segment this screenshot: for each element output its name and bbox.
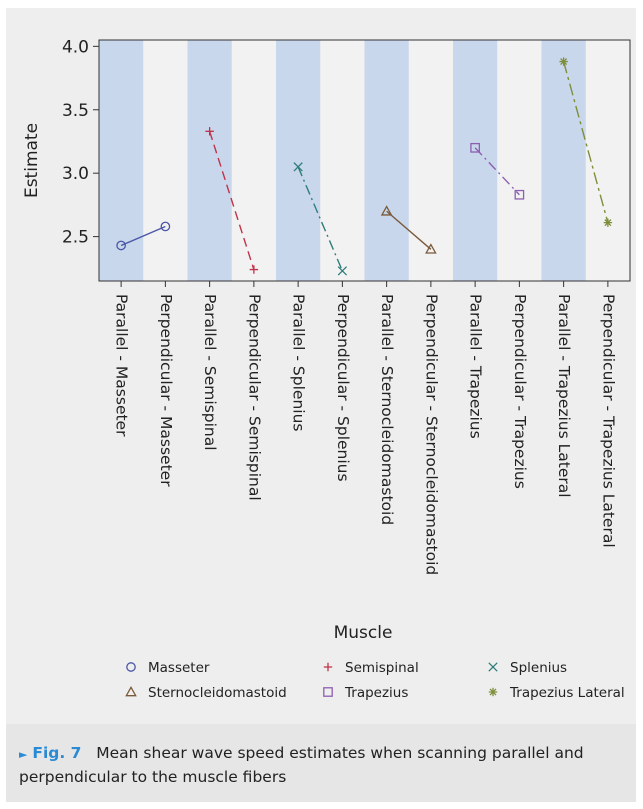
series-splenius	[293, 162, 348, 276]
series-trapezius-lateral	[559, 57, 613, 227]
legend-label: Splenius	[510, 660, 567, 676]
column-band	[453, 40, 498, 281]
data-point	[249, 265, 259, 274]
legend-marker	[126, 662, 136, 672]
legend-label: Masseter	[148, 660, 210, 676]
x-tick-label: Parallel - Masseter	[113, 294, 131, 437]
column-band	[541, 40, 586, 281]
y-tick-label: 4.0	[62, 37, 89, 57]
column-band	[276, 40, 321, 281]
data-point	[205, 127, 214, 136]
series-line	[120, 225, 166, 247]
y-axis-label: Estimate	[22, 123, 42, 198]
x-tick-label: Parallel - Sternocleidomastoid	[378, 294, 396, 525]
legend-label: Trapezius	[344, 685, 408, 701]
data-point	[559, 57, 568, 66]
data-point	[160, 221, 171, 232]
legend-marker	[125, 685, 137, 697]
legend-marker	[323, 687, 333, 697]
legend-item-sternocleidomastoid: Sternocleidomastoid	[125, 685, 287, 701]
series-line	[208, 131, 255, 270]
data-point	[293, 162, 303, 172]
x-tick-label: Parallel - Trapezius Lateral	[555, 294, 573, 498]
figure-caption: ► Fig. 7 Mean shear wave speed estimates…	[6, 724, 636, 802]
series-sternocleidomastoid	[380, 205, 437, 254]
caption-body: Mean shear wave speed estimates when sca…	[19, 744, 584, 786]
data-point	[337, 266, 348, 276]
legend-label: Trapezius Lateral	[509, 685, 625, 701]
y-tick-label: 3.5	[62, 101, 89, 121]
column-band	[364, 40, 409, 281]
data-point	[425, 243, 437, 254]
x-tick-label: Perpendicular - Trapezius	[511, 294, 529, 489]
data-point	[514, 189, 525, 200]
x-axis-label: Muscle	[334, 623, 393, 643]
legend-item-masseter: Masseter	[126, 660, 210, 676]
x-tick-label: Perpendicular - Masseter	[157, 294, 175, 487]
figure-panel: 2.5 3.0 3.5 4.0 Estimate Parallel - Masseter P…	[6, 8, 636, 724]
x-tick-label: Perpendicular - Trapezius Lateral	[599, 294, 617, 548]
series-line	[297, 166, 344, 272]
data-point	[116, 240, 126, 251]
y-tick-label: 3.0	[62, 164, 89, 184]
legend-item-splenius: Splenius	[488, 660, 567, 676]
legend-label: Sternocleidomastoid	[148, 685, 287, 701]
caption-label: Fig. 7	[32, 744, 82, 762]
x-tick-label: Parallel - Trapezius	[467, 294, 485, 439]
x-tick-label: Perpendicular - Sternocleidomastoid	[422, 294, 440, 575]
x-tick-label: Parallel - Splenius	[290, 294, 308, 431]
series-line	[386, 210, 432, 250]
caption-text: ► Fig. 7 Mean shear wave speed estimates…	[19, 742, 619, 789]
x-tick-label: Perpendicular - Semispinal	[245, 294, 263, 501]
data-point	[380, 205, 393, 216]
chart: 2.5 3.0 3.5 4.0 Estimate Parallel - Masseter P…	[22, 37, 631, 701]
legend-marker	[488, 662, 498, 672]
series-trapezius	[470, 142, 525, 200]
series-line	[562, 61, 609, 223]
caption-marker: ►	[19, 748, 28, 761]
legend-item-trapezius-lateral: Trapezius Lateral	[488, 685, 625, 701]
x-tick-label: Perpendicular - Splenius	[334, 294, 352, 482]
legend-marker	[488, 687, 498, 697]
plot-frame	[98, 39, 631, 282]
data-point	[470, 142, 480, 153]
legend-label: Semispinal	[345, 660, 419, 676]
x-tick-label: Parallel - Semispinal	[201, 294, 219, 451]
column-band	[187, 40, 232, 281]
series-masseter	[116, 221, 171, 251]
y-tick-label: 2.5	[62, 228, 89, 248]
data-point	[603, 218, 613, 227]
series-semispinal	[205, 127, 259, 274]
legend-item-trapezius: Trapezius	[323, 685, 408, 701]
legend-item-semispinal: Semispinal	[323, 660, 419, 676]
legend-marker	[323, 662, 333, 672]
